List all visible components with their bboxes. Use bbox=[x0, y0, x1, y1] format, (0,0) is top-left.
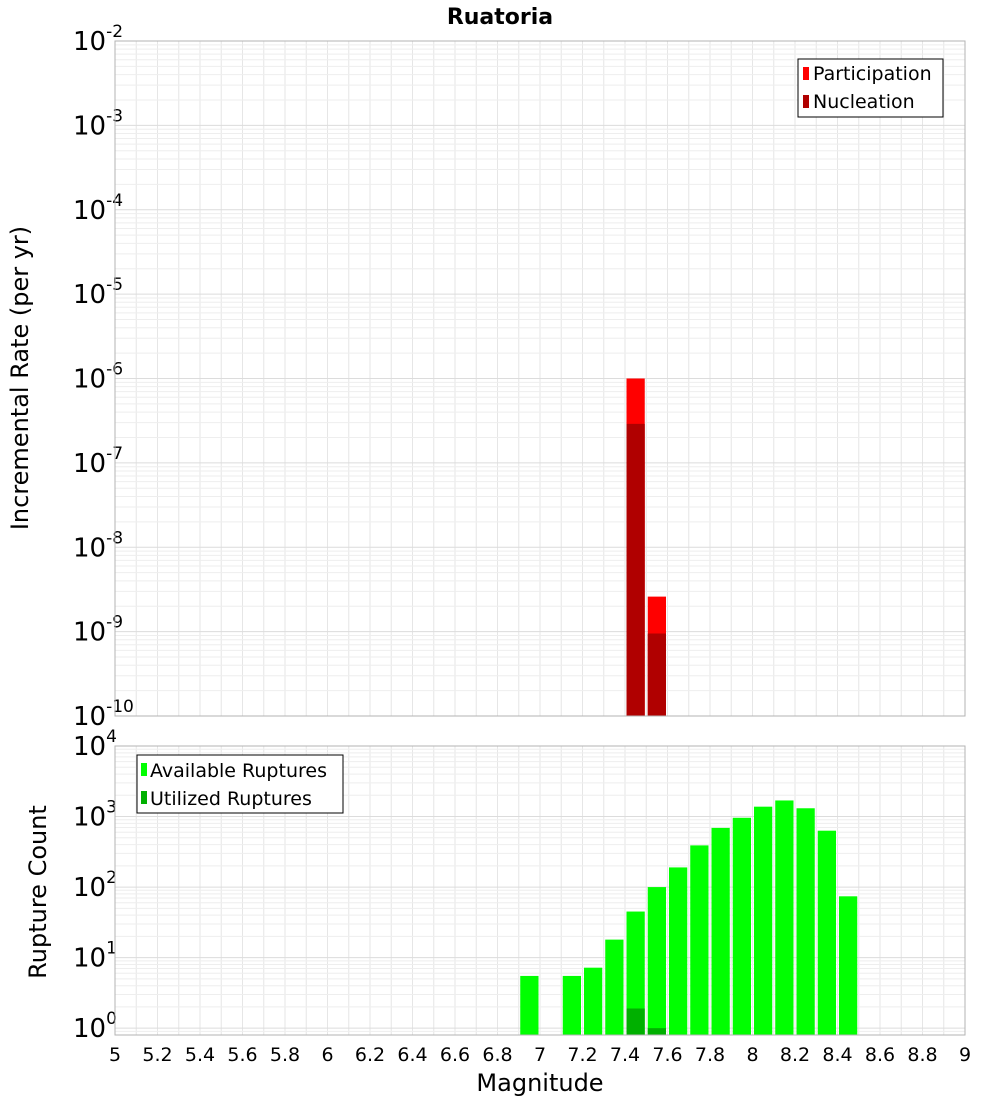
bottom-y-tick-labels: 100 101 102 103 104 bbox=[73, 727, 117, 1044]
x-tick-label: 6 bbox=[321, 1044, 333, 1066]
bar-nucleation bbox=[626, 423, 645, 716]
y-tick-label: 10-10 bbox=[73, 697, 134, 732]
x-tick-label: 7.8 bbox=[695, 1044, 725, 1066]
top-legend-box bbox=[797, 58, 944, 118]
x-tick-label: 9 bbox=[959, 1044, 971, 1066]
bar-available-ruptures bbox=[647, 887, 666, 1035]
top-plot-border bbox=[114, 40, 966, 717]
legend-swatch-available bbox=[141, 763, 147, 776]
y-tick-label: 101 bbox=[73, 939, 117, 974]
y-tick-label: 104 bbox=[73, 727, 117, 762]
bottom-y-axis-title: Rupture Count bbox=[24, 805, 52, 979]
x-tick-labels: 5 5.2 5.4 5.6 5.8 6 6.2 6.4 6.6 6.8 7 7.2 7.4 7.6 7.8 8… bbox=[109, 1044, 971, 1066]
x-tick-label: 6.6 bbox=[440, 1044, 470, 1066]
top-y-axis-title: Incremental Rate (per yr) bbox=[6, 226, 34, 530]
bar-available-ruptures bbox=[796, 808, 815, 1035]
x-tick-label: 5.8 bbox=[270, 1044, 300, 1066]
bar-available-ruptures bbox=[605, 939, 624, 1035]
bottom-panel: 100 101 102 103 104 5 5.2 5.4 5.6 5.8 6 6.2 6.4 6.6 6… bbox=[24, 727, 971, 1097]
legend-label-participation: Participation bbox=[813, 63, 932, 85]
x-tick-label: 6.8 bbox=[482, 1044, 512, 1066]
y-tick-label: 102 bbox=[73, 868, 117, 903]
bar-utilized-ruptures bbox=[626, 1008, 645, 1035]
legend-swatch-utilized bbox=[141, 791, 147, 804]
legend-label-available: Available Ruptures bbox=[150, 760, 327, 782]
x-tick-label: 5 bbox=[109, 1044, 121, 1066]
x-tick-label: 5.4 bbox=[185, 1044, 215, 1066]
bar-utilized-ruptures bbox=[647, 1028, 666, 1035]
bar-available-ruptures bbox=[562, 975, 581, 1035]
bar-available-ruptures bbox=[584, 967, 603, 1035]
y-tick-label: 10-4 bbox=[73, 191, 123, 226]
bar-available-ruptures bbox=[626, 911, 645, 1035]
y-tick-label: 10-2 bbox=[73, 22, 123, 57]
legend-swatch-nucleation bbox=[803, 95, 809, 108]
x-tick-label: 7.4 bbox=[610, 1044, 640, 1066]
bar-available-ruptures bbox=[669, 867, 688, 1035]
bar-available-ruptures bbox=[754, 806, 773, 1035]
x-tick-label: 6.4 bbox=[397, 1044, 427, 1066]
bottom-legend: Available Ruptures Utilized Ruptures bbox=[136, 754, 344, 814]
top-bars bbox=[626, 378, 666, 716]
x-tick-label: 5.6 bbox=[227, 1044, 257, 1066]
legend-label-nucleation: Nucleation bbox=[813, 91, 915, 113]
y-tick-label: 103 bbox=[73, 798, 117, 833]
x-tick-label: 8.2 bbox=[780, 1044, 810, 1066]
bottom-bars bbox=[520, 800, 858, 1035]
x-tick-label: 7.6 bbox=[652, 1044, 682, 1066]
bottom-legend-box bbox=[136, 754, 344, 814]
x-tick-label: 7 bbox=[534, 1044, 546, 1066]
bar-available-ruptures bbox=[732, 817, 751, 1035]
bar-available-ruptures bbox=[817, 830, 836, 1035]
x-tick-label: 5.2 bbox=[142, 1044, 172, 1066]
x-tick-label: 8.6 bbox=[865, 1044, 895, 1066]
bar-available-ruptures bbox=[839, 896, 858, 1035]
y-tick-label: 100 bbox=[73, 1009, 117, 1044]
top-grid bbox=[114, 40, 966, 717]
bottom-plot-border bbox=[114, 745, 966, 1036]
top-legend: Participation Nucleation bbox=[797, 58, 944, 118]
chart-title: Ruatoria bbox=[447, 5, 553, 30]
bar-available-ruptures bbox=[690, 845, 709, 1035]
bar-available-ruptures bbox=[711, 827, 730, 1035]
bar-nucleation bbox=[647, 633, 666, 716]
x-tick-label: 7.2 bbox=[567, 1044, 597, 1066]
legend-label-utilized: Utilized Ruptures bbox=[150, 788, 312, 810]
x-axis-title: Magnitude bbox=[476, 1069, 603, 1097]
x-tick-label: 6.2 bbox=[355, 1044, 385, 1066]
bar-available-ruptures bbox=[520, 975, 539, 1035]
x-tick-label: 8 bbox=[746, 1044, 758, 1066]
bar-available-ruptures bbox=[775, 800, 794, 1035]
legend-swatch-participation bbox=[803, 67, 809, 80]
x-tick-label: 8.4 bbox=[822, 1044, 852, 1066]
x-tick-label: 8.8 bbox=[907, 1044, 937, 1066]
